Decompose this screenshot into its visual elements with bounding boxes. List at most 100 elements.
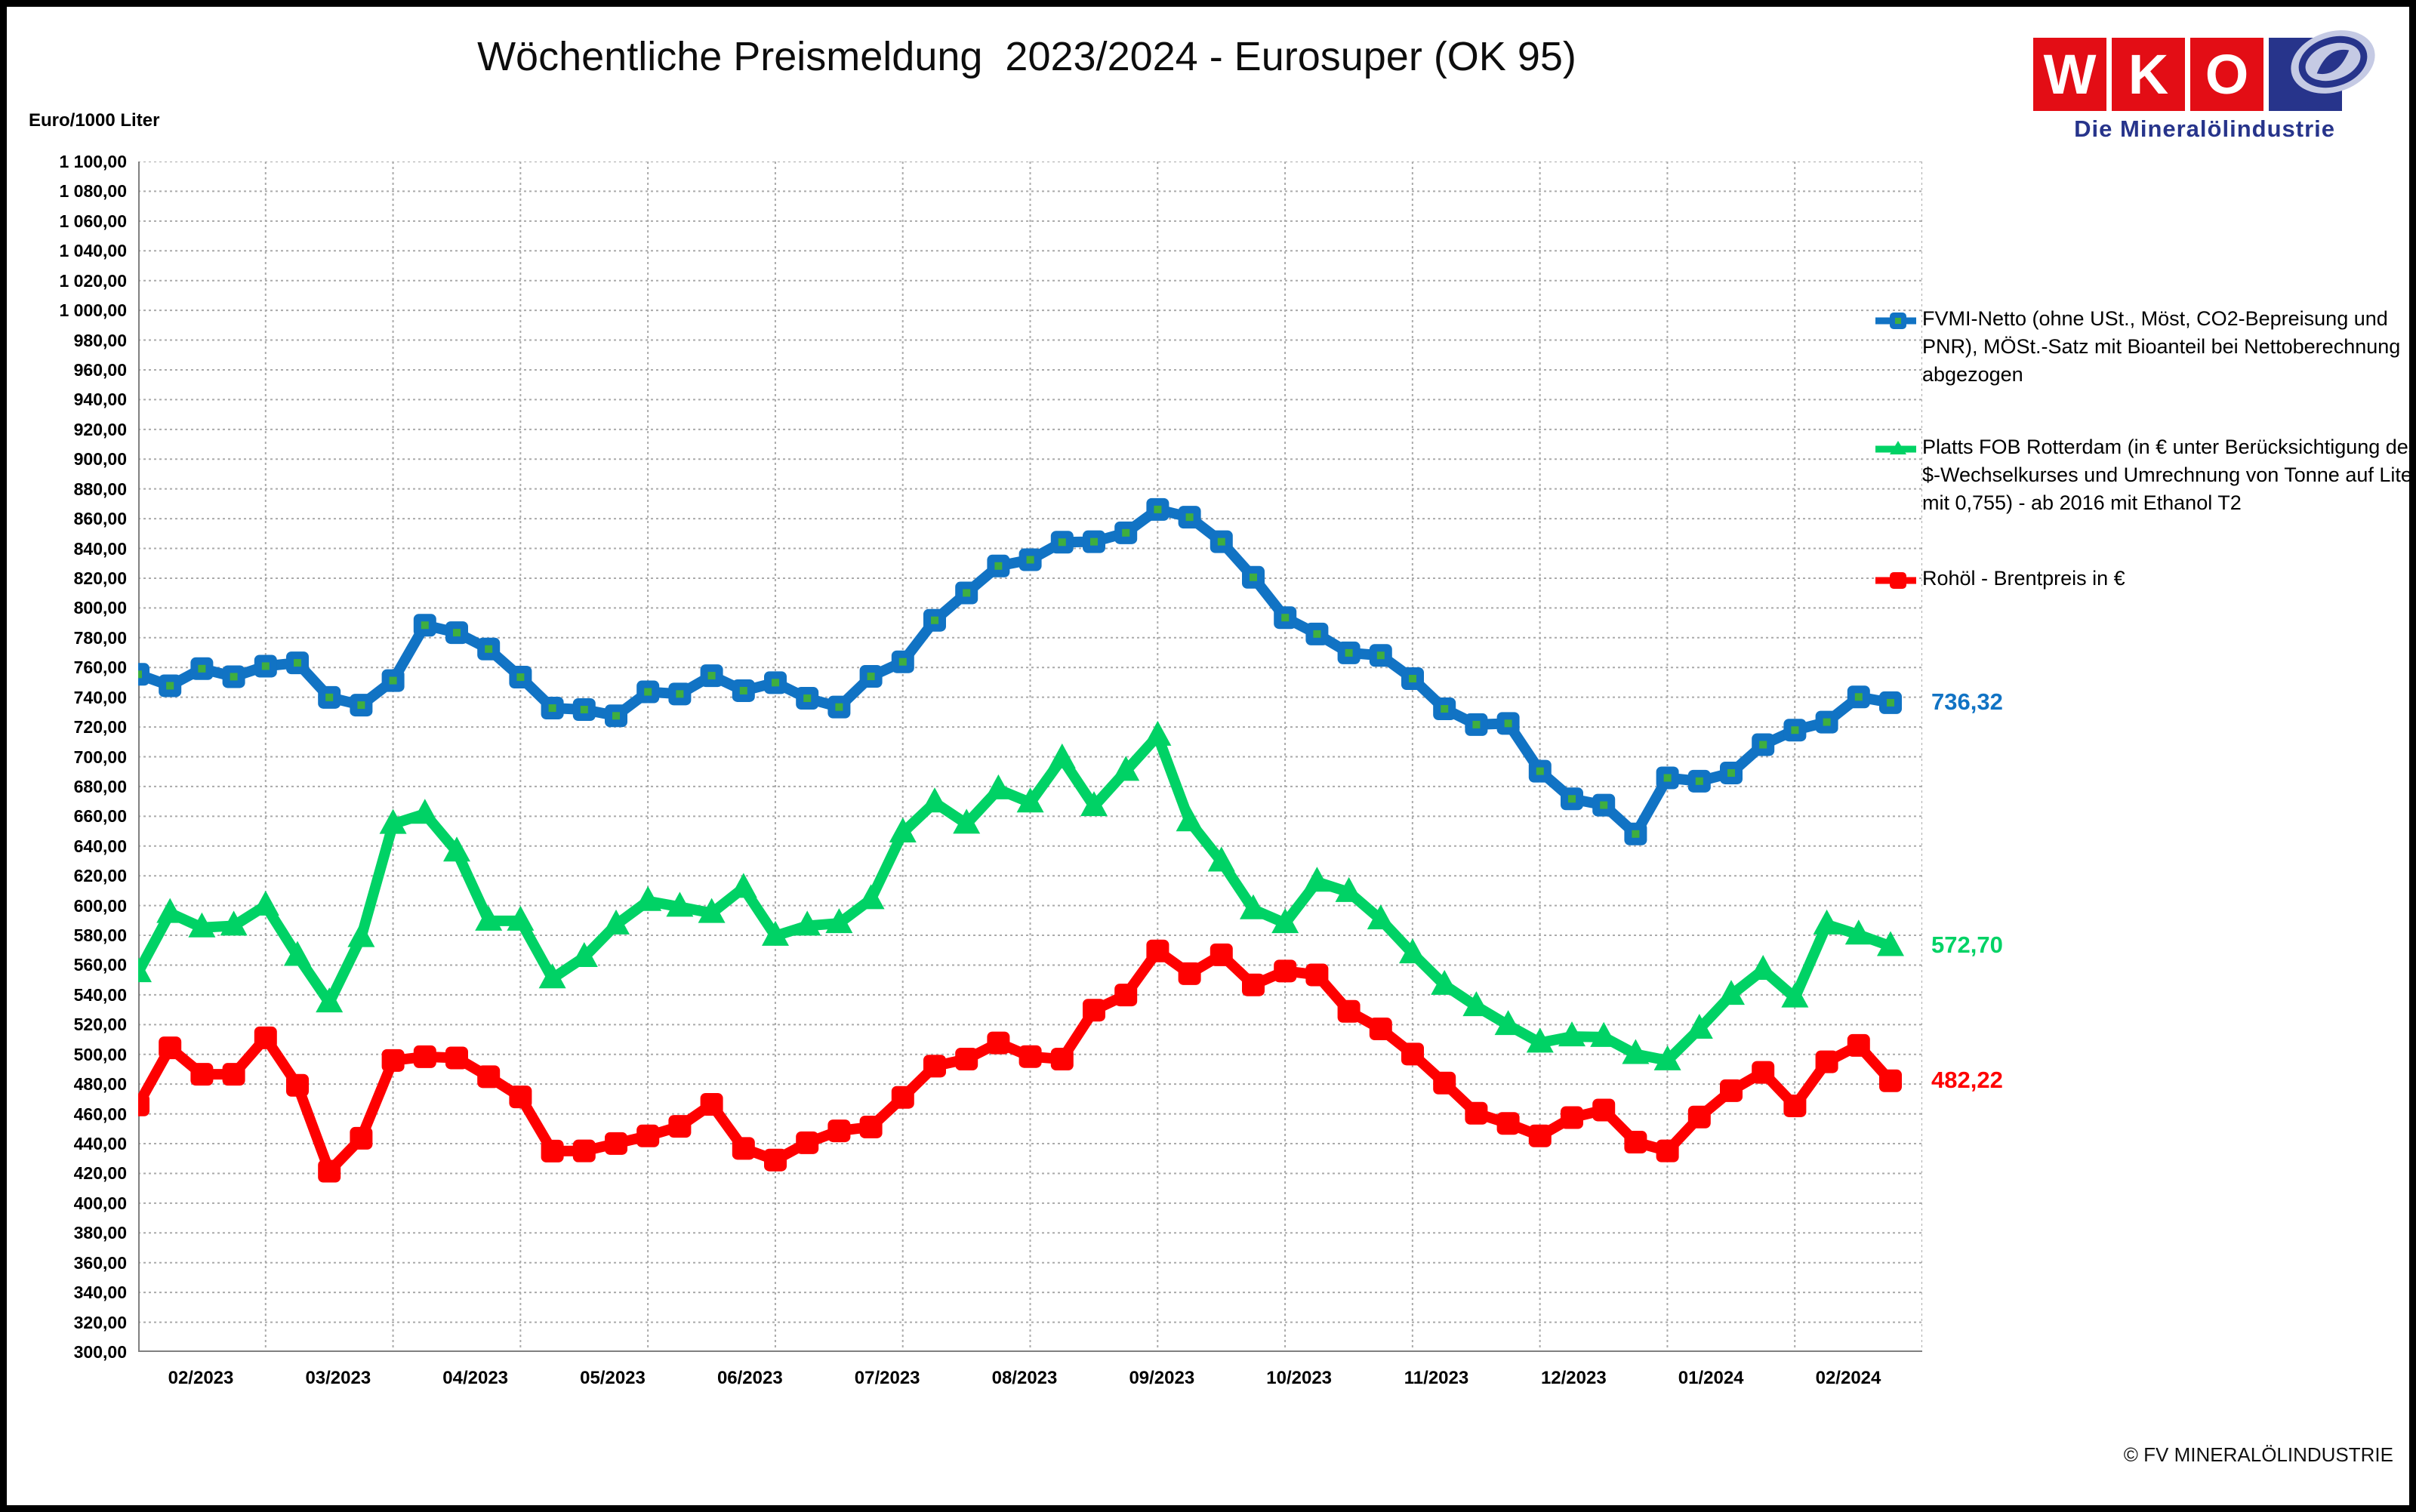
data-point-platts <box>1335 876 1363 902</box>
data-point-platts <box>570 942 598 968</box>
data-point-inner-dot <box>1854 693 1863 701</box>
data-point-platts <box>284 941 311 966</box>
data-point-platts <box>1303 867 1331 892</box>
data-point-platts <box>411 799 439 824</box>
data-point-inner-dot <box>1026 556 1034 564</box>
data-point-inner-dot <box>166 682 174 690</box>
data-point-brent <box>1146 939 1169 962</box>
x-tick-label: 02/2023 <box>168 1368 234 1388</box>
data-point-brent <box>1752 1061 1775 1084</box>
y-tick-label: 460,00 <box>73 1104 127 1124</box>
data-point-inner-dot <box>1568 795 1576 803</box>
data-point-platts <box>347 922 375 947</box>
x-tick-label: 07/2023 <box>854 1368 920 1388</box>
data-point-inner-dot <box>580 706 588 714</box>
x-tick-label: 08/2023 <box>991 1368 1058 1388</box>
logo-emblem-icon <box>2269 30 2375 111</box>
data-point-brent <box>541 1139 564 1162</box>
data-point-inner-dot <box>1695 777 1703 785</box>
data-point-inner-dot <box>707 672 716 680</box>
y-tick-label: 480,00 <box>73 1074 127 1095</box>
y-tick-label: 1 040,00 <box>59 241 127 261</box>
data-point-inner-dot <box>867 673 875 681</box>
legend-item-platts: Platts FOB Rotterdam (in € unter Berücks… <box>1874 433 2416 517</box>
legend-label-fvmi: FVMI-Netto (ohne USt., Möst, CO2-Bepreis… <box>1922 307 2401 386</box>
data-point-inner-dot <box>453 629 461 637</box>
data-point-brent <box>668 1115 692 1138</box>
y-tick-label: 720,00 <box>73 717 127 738</box>
data-point-brent <box>1274 959 1297 983</box>
data-point-brent <box>1687 1105 1711 1129</box>
y-tick-label: 820,00 <box>73 568 127 588</box>
data-point-brent <box>764 1148 787 1172</box>
data-point-platts <box>1144 720 1172 746</box>
data-point-platts <box>1685 1014 1713 1039</box>
data-point-inner-dot <box>421 621 429 630</box>
data-point-brent <box>923 1055 946 1078</box>
y-tick-label: 1 020,00 <box>59 270 127 291</box>
x-tick-label: 02/2024 <box>1815 1368 1881 1388</box>
series-line-platts <box>133 730 1896 1066</box>
data-point-brent <box>1592 1098 1616 1122</box>
y-tick-label: 860,00 <box>73 509 127 529</box>
end-value-label-platts: 572,70 <box>1931 932 2003 959</box>
data-point-platts <box>825 908 853 934</box>
data-point-platts <box>1080 791 1108 817</box>
data-point-platts <box>1207 846 1235 872</box>
data-point-inner-dot <box>644 688 652 696</box>
y-tick-label: 640,00 <box>73 836 127 856</box>
data-point-brent <box>636 1124 660 1147</box>
data-point-brent <box>1337 999 1361 1023</box>
x-tick-label: 01/2024 <box>1678 1368 1744 1388</box>
data-point-brent <box>350 1126 373 1150</box>
data-point-inner-dot <box>1441 705 1449 713</box>
data-point-inner-dot <box>898 657 907 666</box>
data-point-brent <box>1369 1018 1392 1041</box>
data-point-brent <box>381 1049 405 1072</box>
data-point-platts <box>1048 743 1076 768</box>
data-point-platts <box>1718 980 1745 1005</box>
data-point-platts <box>1781 982 1809 1008</box>
data-point-platts <box>1494 1010 1522 1036</box>
data-point-inner-dot <box>1345 648 1353 657</box>
data-point-platts <box>1240 894 1267 919</box>
data-point-inner-dot <box>676 690 684 698</box>
data-point-inner-dot <box>1122 528 1130 537</box>
legend-marker-platts-icon <box>1874 435 1922 466</box>
x-tick-label: 09/2023 <box>1129 1368 1195 1388</box>
data-point-brent <box>1210 943 1233 966</box>
data-point-platts <box>1844 919 1872 945</box>
y-axis-unit-label: Euro/1000 Liter <box>29 110 160 131</box>
data-point-platts <box>1877 931 1904 956</box>
x-tick-label: 03/2023 <box>305 1368 371 1388</box>
data-point-inner-dot <box>1154 505 1162 513</box>
data-point-inner-dot <box>357 701 365 710</box>
data-point-platts <box>156 898 184 923</box>
data-point-inner-dot <box>612 712 620 720</box>
data-point-inner-dot <box>134 670 142 679</box>
data-point-platts <box>443 836 470 862</box>
y-tick-label: 400,00 <box>73 1193 127 1213</box>
data-point-platts <box>1749 954 1777 980</box>
data-point-inner-dot <box>1313 630 1321 638</box>
data-point-inner-dot <box>739 686 747 694</box>
y-tick-label: 320,00 <box>73 1312 127 1332</box>
data-point-brent <box>222 1063 245 1086</box>
data-point-platts <box>1462 991 1490 1017</box>
x-tick-label: 12/2023 <box>1540 1368 1607 1388</box>
data-point-platts <box>698 898 726 923</box>
data-point-brent <box>1083 999 1105 1022</box>
y-tick-label: 500,00 <box>73 1044 127 1064</box>
data-point-brent <box>1496 1112 1520 1135</box>
legend-item-fvmi: FVMI-Netto (ohne USt., Möst, CO2-Bepreis… <box>1874 305 2416 389</box>
logo-subtitle: Die Mineralölindustrie <box>2074 115 2335 142</box>
data-point-inner-dot <box>1887 698 1894 707</box>
data-point-platts <box>857 884 885 910</box>
data-point-brent <box>1656 1139 1679 1162</box>
data-point-platts <box>538 963 566 989</box>
y-tick-label: 980,00 <box>73 330 127 350</box>
data-point-brent <box>1401 1042 1424 1066</box>
y-tick-label: 900,00 <box>73 449 127 470</box>
y-tick-label: 440,00 <box>73 1134 127 1154</box>
